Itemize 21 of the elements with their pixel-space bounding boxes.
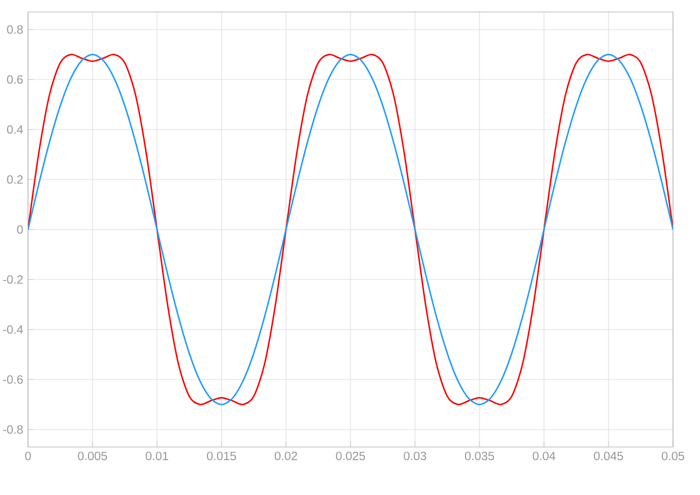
x-tick-label: 0.03 — [404, 452, 426, 460]
x-tick-label: 0.005 — [78, 452, 108, 460]
y-tick-label: 0.4 — [7, 125, 23, 134]
line-series — [28, 54, 673, 406]
y-tick-label: 0.6 — [7, 75, 23, 84]
x-tick-label: 0.05 — [662, 452, 684, 460]
x-tick-label: 0 — [25, 452, 31, 460]
y-tick-label: -0.2 — [3, 275, 23, 284]
y-tick-label: -0.4 — [3, 325, 23, 334]
y-tick-label: 0 — [17, 225, 23, 234]
x-tick-label: 0.02 — [274, 452, 298, 460]
x-tick-label: 0.025 — [336, 452, 366, 460]
y-tick-label: -0.8 — [3, 425, 23, 434]
y-tick-label: 0.2 — [7, 175, 23, 184]
x-tick-label: 0.045 — [594, 452, 624, 460]
y-tick-label: 0.8 — [7, 25, 23, 34]
x-tick-label: 0.015 — [206, 452, 236, 460]
x-tick-label: 0.04 — [532, 452, 556, 460]
x-tick-label: 0.035 — [464, 452, 494, 460]
x-tick-label: 0.01 — [146, 452, 168, 460]
y-tick-label: -0.6 — [3, 375, 23, 384]
